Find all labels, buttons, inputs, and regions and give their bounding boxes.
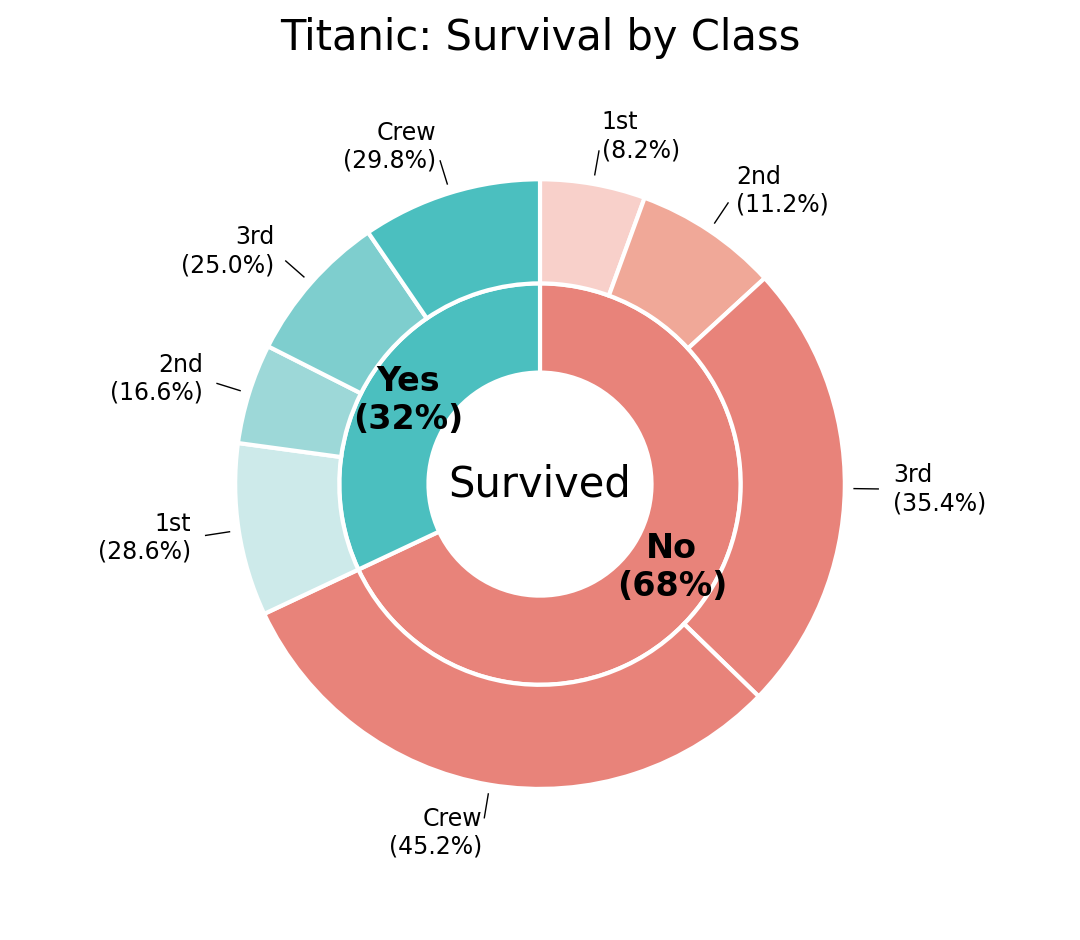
Title: Titanic: Survival by Class: Titanic: Survival by Class bbox=[280, 17, 800, 59]
Text: Yes
(32%): Yes (32%) bbox=[353, 365, 463, 436]
Text: 2nd
(11.2%): 2nd (11.2%) bbox=[737, 164, 829, 216]
Text: No
(68%): No (68%) bbox=[617, 532, 727, 603]
Wedge shape bbox=[609, 197, 765, 349]
Text: Survived: Survived bbox=[448, 463, 632, 505]
Wedge shape bbox=[684, 278, 845, 697]
Wedge shape bbox=[368, 180, 540, 319]
Text: 1st
(8.2%): 1st (8.2%) bbox=[602, 111, 679, 163]
Wedge shape bbox=[359, 283, 741, 685]
Text: 2nd
(16.6%): 2nd (16.6%) bbox=[110, 353, 203, 405]
Text: 3rd
(35.4%): 3rd (35.4%) bbox=[893, 463, 986, 515]
Wedge shape bbox=[339, 283, 540, 570]
Text: Crew
(45.2%): Crew (45.2%) bbox=[389, 807, 482, 858]
Wedge shape bbox=[265, 570, 759, 789]
Text: 1st
(28.6%): 1st (28.6%) bbox=[98, 511, 191, 564]
Wedge shape bbox=[268, 232, 427, 393]
Text: Crew
(29.8%): Crew (29.8%) bbox=[342, 120, 436, 173]
Wedge shape bbox=[540, 180, 645, 295]
Wedge shape bbox=[235, 443, 359, 614]
Text: 3rd
(25.0%): 3rd (25.0%) bbox=[181, 226, 274, 277]
Wedge shape bbox=[238, 346, 361, 457]
